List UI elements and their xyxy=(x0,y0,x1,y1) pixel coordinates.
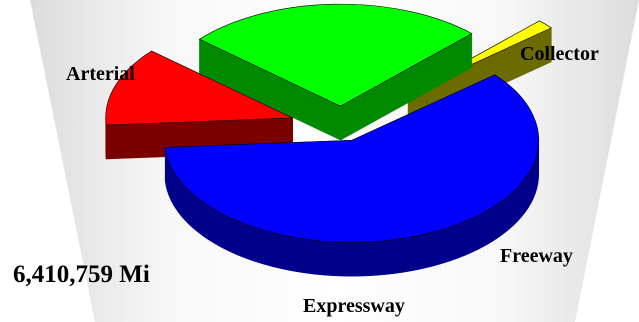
label-arterial: Arterial xyxy=(66,63,135,85)
label-collector: Collector xyxy=(520,43,599,65)
slice-collector xyxy=(105,50,293,160)
slice-freeway-top xyxy=(198,3,473,107)
slice-freeway xyxy=(198,3,473,141)
slice-arterial xyxy=(164,74,539,277)
slice-arterial-top xyxy=(164,74,539,243)
label-freeway: Freeway xyxy=(500,245,573,267)
total-miles-label: 6,410,759 Mi xyxy=(13,261,150,288)
pie-slices xyxy=(105,3,553,277)
label-expressway: Expressway xyxy=(303,295,405,317)
slice-collector-top xyxy=(105,50,293,126)
